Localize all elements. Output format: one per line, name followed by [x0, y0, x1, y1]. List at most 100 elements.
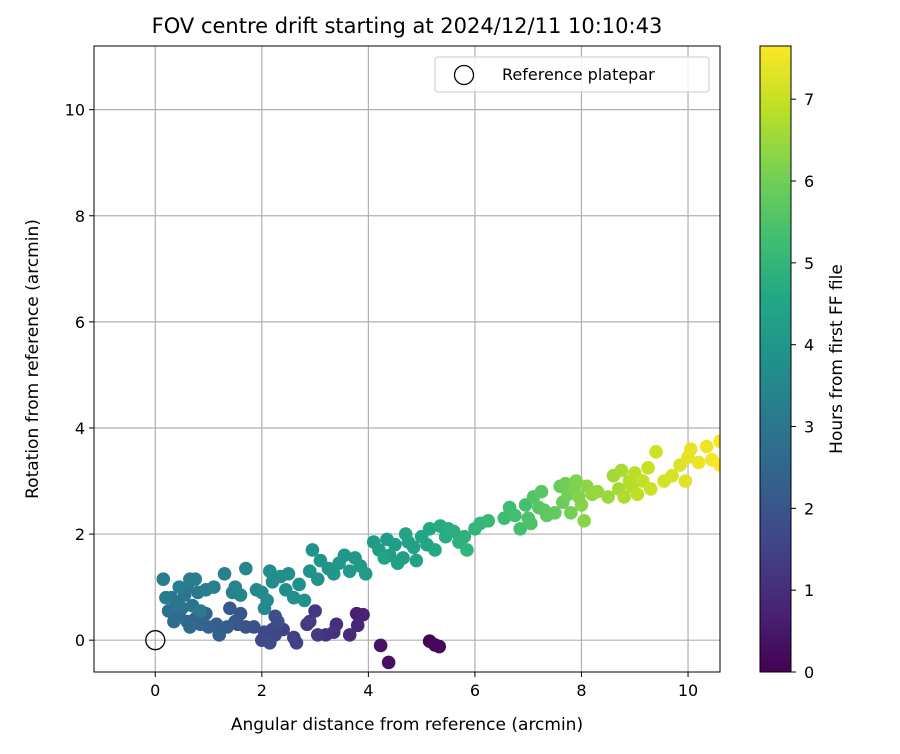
data-point: [337, 548, 352, 563]
data-point: [534, 484, 549, 499]
colorbar-tick-label: 2: [804, 499, 814, 518]
data-point: [381, 655, 396, 670]
colorbar-ticks: 0 1 2 3 4 5 6 7: [791, 90, 814, 682]
colorbar-tick-label: 1: [804, 581, 814, 600]
grid: [94, 46, 720, 672]
data-point: [257, 601, 272, 616]
data-point: [156, 572, 171, 586]
y-tick-label: 6: [75, 313, 85, 332]
data-point: [457, 529, 472, 544]
data-point: [310, 628, 325, 642]
colorbar-tick-label: 7: [804, 90, 814, 109]
x-tick-label: 10: [678, 681, 698, 700]
data-point: [292, 577, 306, 592]
data-point: [699, 439, 714, 454]
legend-label-reference: Reference platepar: [502, 65, 655, 84]
y-tick-label: 4: [75, 419, 85, 438]
data-point: [377, 551, 392, 565]
colorbar-tick-label: 3: [804, 418, 814, 437]
data-point: [356, 607, 370, 622]
colorbar-tick-label: 5: [804, 254, 814, 273]
data-point: [691, 455, 706, 470]
data-point: [233, 588, 248, 602]
data-point: [217, 567, 232, 581]
data-point: [614, 463, 629, 478]
x-tick-label: 2: [257, 681, 267, 700]
data-point: [481, 514, 496, 528]
data-point: [350, 618, 365, 633]
data-point: [590, 484, 605, 499]
data-point: [513, 521, 528, 536]
legend-reference-marker: [453, 64, 475, 86]
data-point: [373, 638, 388, 653]
data-point: [172, 580, 187, 594]
x-tick-label: 8: [576, 681, 586, 700]
data-point: [342, 564, 357, 579]
data-point: [183, 620, 197, 634]
y-tick-label: 0: [75, 631, 85, 650]
data-point: [239, 561, 253, 576]
data-point: [281, 567, 296, 581]
data-point: [193, 604, 208, 618]
colorbar-tick-label: 0: [804, 663, 814, 682]
data-point: [678, 474, 693, 488]
data-point: [428, 543, 442, 557]
x-axis-label: Angular distance from reference (arcmin): [231, 715, 583, 735]
data-point: [406, 540, 421, 555]
data-point: [297, 593, 312, 608]
data-point: [305, 543, 320, 557]
data-point: [159, 590, 173, 605]
data-point: [630, 487, 645, 502]
data-point: [432, 639, 447, 654]
data-point: [649, 445, 663, 459]
data-point: [188, 572, 203, 586]
data-point: [422, 521, 437, 536]
data-point: [388, 537, 402, 552]
colorbar-label: Hours from first FF file: [827, 264, 847, 454]
data-point: [308, 604, 322, 618]
data-point: [268, 609, 282, 624]
colorbar: 0 1 2 3 4 5 6 7 Hours from first FF file: [759, 45, 847, 682]
data-point: [569, 474, 583, 488]
data-point: [683, 442, 698, 456]
data-point: [577, 514, 591, 528]
x-tick-label: 4: [363, 681, 373, 700]
data-point: [497, 511, 512, 525]
data-point: [446, 524, 461, 539]
data-point: [302, 614, 317, 629]
data-point: [508, 508, 522, 523]
data-point: [263, 636, 277, 650]
scatter-points: [156, 434, 720, 670]
data-point: [169, 596, 184, 610]
data-point: [713, 458, 720, 472]
data-point: [396, 551, 410, 565]
reference-platepar-marker: [145, 630, 166, 651]
colorbar-tick-label: 4: [804, 336, 814, 355]
data-point: [263, 564, 277, 579]
reference-marker-layer: [145, 630, 166, 651]
data-point: [358, 567, 373, 581]
x-tick-label: 0: [150, 681, 160, 700]
data-point: [524, 516, 538, 531]
data-point: [212, 628, 226, 642]
data-point: [617, 490, 631, 504]
y-tick-label: 8: [75, 207, 85, 226]
data-point: [342, 628, 357, 642]
data-point: [665, 468, 679, 483]
data-point: [289, 636, 304, 650]
y-axis-label: Rotation from reference (arcmin): [23, 219, 43, 499]
x-axis-ticks: 0 2 4 6 8 10: [150, 672, 698, 700]
data-point: [713, 434, 720, 449]
data-point: [574, 498, 589, 512]
data-point: [167, 614, 181, 629]
y-tick-label: 10: [65, 101, 85, 120]
y-tick-label: 2: [75, 525, 85, 544]
data-point: [548, 506, 562, 520]
legend-box: [434, 56, 710, 93]
plot-frame: [93, 45, 721, 673]
data-point: [643, 482, 658, 496]
data-point: [326, 567, 341, 581]
data-point: [207, 580, 221, 594]
